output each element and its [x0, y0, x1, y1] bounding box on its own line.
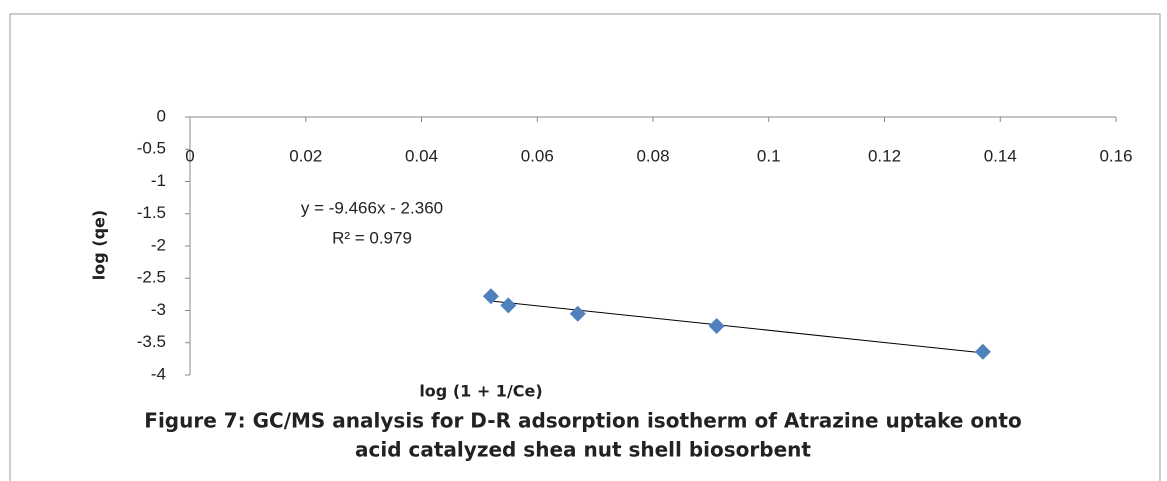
trend-r2: R² = 0.979 — [332, 228, 412, 247]
point — [482, 288, 499, 305]
x-tick-label: 0.12 — [868, 146, 901, 165]
y-tick-label: -1 — [151, 171, 166, 190]
caption: Figure 7: GC/MS analysis for D-R adsorpt… — [144, 409, 1021, 433]
point — [569, 305, 586, 322]
x-tick-label: 0.1 — [757, 146, 781, 165]
y-tick-label: -3 — [151, 300, 166, 319]
x-axis-label: log (1 + 1/Ce) — [419, 382, 542, 401]
x-tick-label: 0.04 — [405, 146, 438, 165]
x-tick-label: 0.02 — [289, 146, 322, 165]
y-tick-label: -3.5 — [137, 332, 166, 351]
y-axis-label: log (qe) — [90, 210, 109, 280]
x-tick-label: 0 — [185, 146, 194, 165]
x-tick-label: 0.08 — [636, 146, 669, 165]
trend-equation: y = -9.466x - 2.360 — [301, 198, 443, 217]
point — [500, 297, 517, 314]
x-tick-label: 0.14 — [984, 146, 1017, 165]
y-tick-label: -0.5 — [137, 139, 166, 158]
y-tick-label: -2 — [151, 235, 166, 254]
y-tick-label: -4 — [151, 364, 166, 383]
y-tick-label: -2.5 — [137, 268, 166, 287]
y-tick-label: 0 — [157, 106, 166, 125]
point — [974, 343, 991, 360]
x-tick-label: 0.06 — [521, 146, 554, 165]
y-tick-label: -1.5 — [137, 203, 166, 222]
caption: acid catalyzed shea nut shell biosorbent — [355, 438, 811, 462]
trendline — [490, 300, 983, 354]
frame — [9, 13, 1161, 481]
point — [708, 317, 725, 334]
x-tick-label: 0.16 — [1099, 146, 1132, 165]
